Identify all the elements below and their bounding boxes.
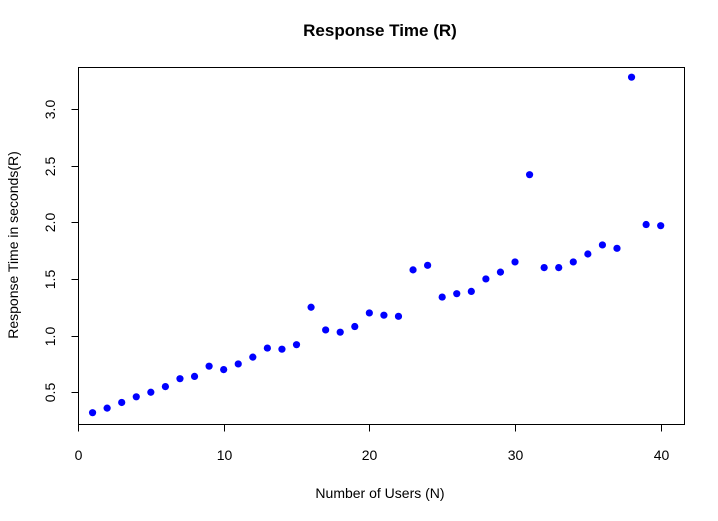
data-point xyxy=(409,266,417,274)
x-tick-label: 20 xyxy=(362,447,378,463)
data-point xyxy=(380,311,388,319)
data-point xyxy=(190,372,199,380)
y-tick-label: 2.5 xyxy=(42,157,58,177)
data-point xyxy=(336,328,344,336)
x-tick-label: 30 xyxy=(508,447,524,463)
y-tick-label: 1.5 xyxy=(42,270,58,290)
data-point xyxy=(642,220,650,229)
data-point xyxy=(453,290,461,298)
data-point xyxy=(103,404,111,412)
data-point xyxy=(307,303,315,311)
y-axis-ticks: 0.5 1.0 1.5 2.0 2.5 3.0 xyxy=(42,100,79,403)
data-point xyxy=(438,293,446,301)
y-tick-label: 2.0 xyxy=(42,213,58,233)
data-point xyxy=(394,312,403,320)
data-point xyxy=(278,345,286,353)
plot-frame xyxy=(78,67,685,425)
data-point xyxy=(176,375,184,383)
x-tick-label: 40 xyxy=(654,447,670,463)
data-point xyxy=(234,360,242,368)
chart-title: Response Time (R) xyxy=(303,21,457,40)
x-tick-label: 0 xyxy=(75,447,83,463)
data-point xyxy=(292,341,301,349)
data-point xyxy=(482,275,490,283)
data-point xyxy=(365,309,373,317)
y-tick-label: 3.0 xyxy=(42,100,58,120)
data-point xyxy=(132,393,140,401)
x-axis-label: Number of Users (N) xyxy=(315,485,444,501)
x-axis-ticks: 0 10 20 30 40 xyxy=(75,424,670,463)
data-point xyxy=(249,353,257,361)
data-point xyxy=(627,73,636,81)
data-point xyxy=(569,258,577,266)
y-axis-label: Response Time in seconds(R) xyxy=(5,151,21,339)
data-point xyxy=(598,241,607,249)
data-point xyxy=(584,250,592,258)
x-tick-label: 10 xyxy=(217,447,233,463)
data-point xyxy=(525,171,534,179)
data-point xyxy=(511,258,519,266)
data-point xyxy=(424,261,432,269)
y-tick-label: 0.5 xyxy=(42,383,58,403)
data-point xyxy=(351,322,359,331)
data-point xyxy=(147,388,155,396)
data-point xyxy=(161,383,170,391)
data-point xyxy=(263,344,271,352)
data-point xyxy=(467,287,475,295)
data-point xyxy=(88,409,97,417)
data-points xyxy=(88,73,665,417)
y-tick-label: 1.0 xyxy=(42,327,58,347)
data-point xyxy=(118,398,126,407)
data-point xyxy=(555,264,563,272)
data-point xyxy=(657,222,665,230)
data-point xyxy=(205,362,213,370)
data-point xyxy=(613,244,621,252)
data-point xyxy=(540,264,548,272)
data-point xyxy=(496,268,505,276)
data-point xyxy=(220,366,228,374)
data-point xyxy=(322,326,330,334)
